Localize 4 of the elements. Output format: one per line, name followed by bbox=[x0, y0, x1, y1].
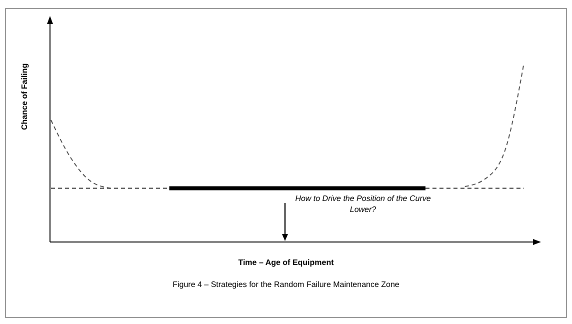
x-axis-title: Time – Age of Equipment bbox=[237, 258, 335, 267]
y-axis-title: Chance of Failing bbox=[20, 63, 29, 130]
annotation: How to Drive the Position of the Curve Lower? bbox=[294, 193, 432, 215]
caption: Figure 4 – Strategies for the Random Failure Maintenance Zone bbox=[172, 280, 400, 289]
